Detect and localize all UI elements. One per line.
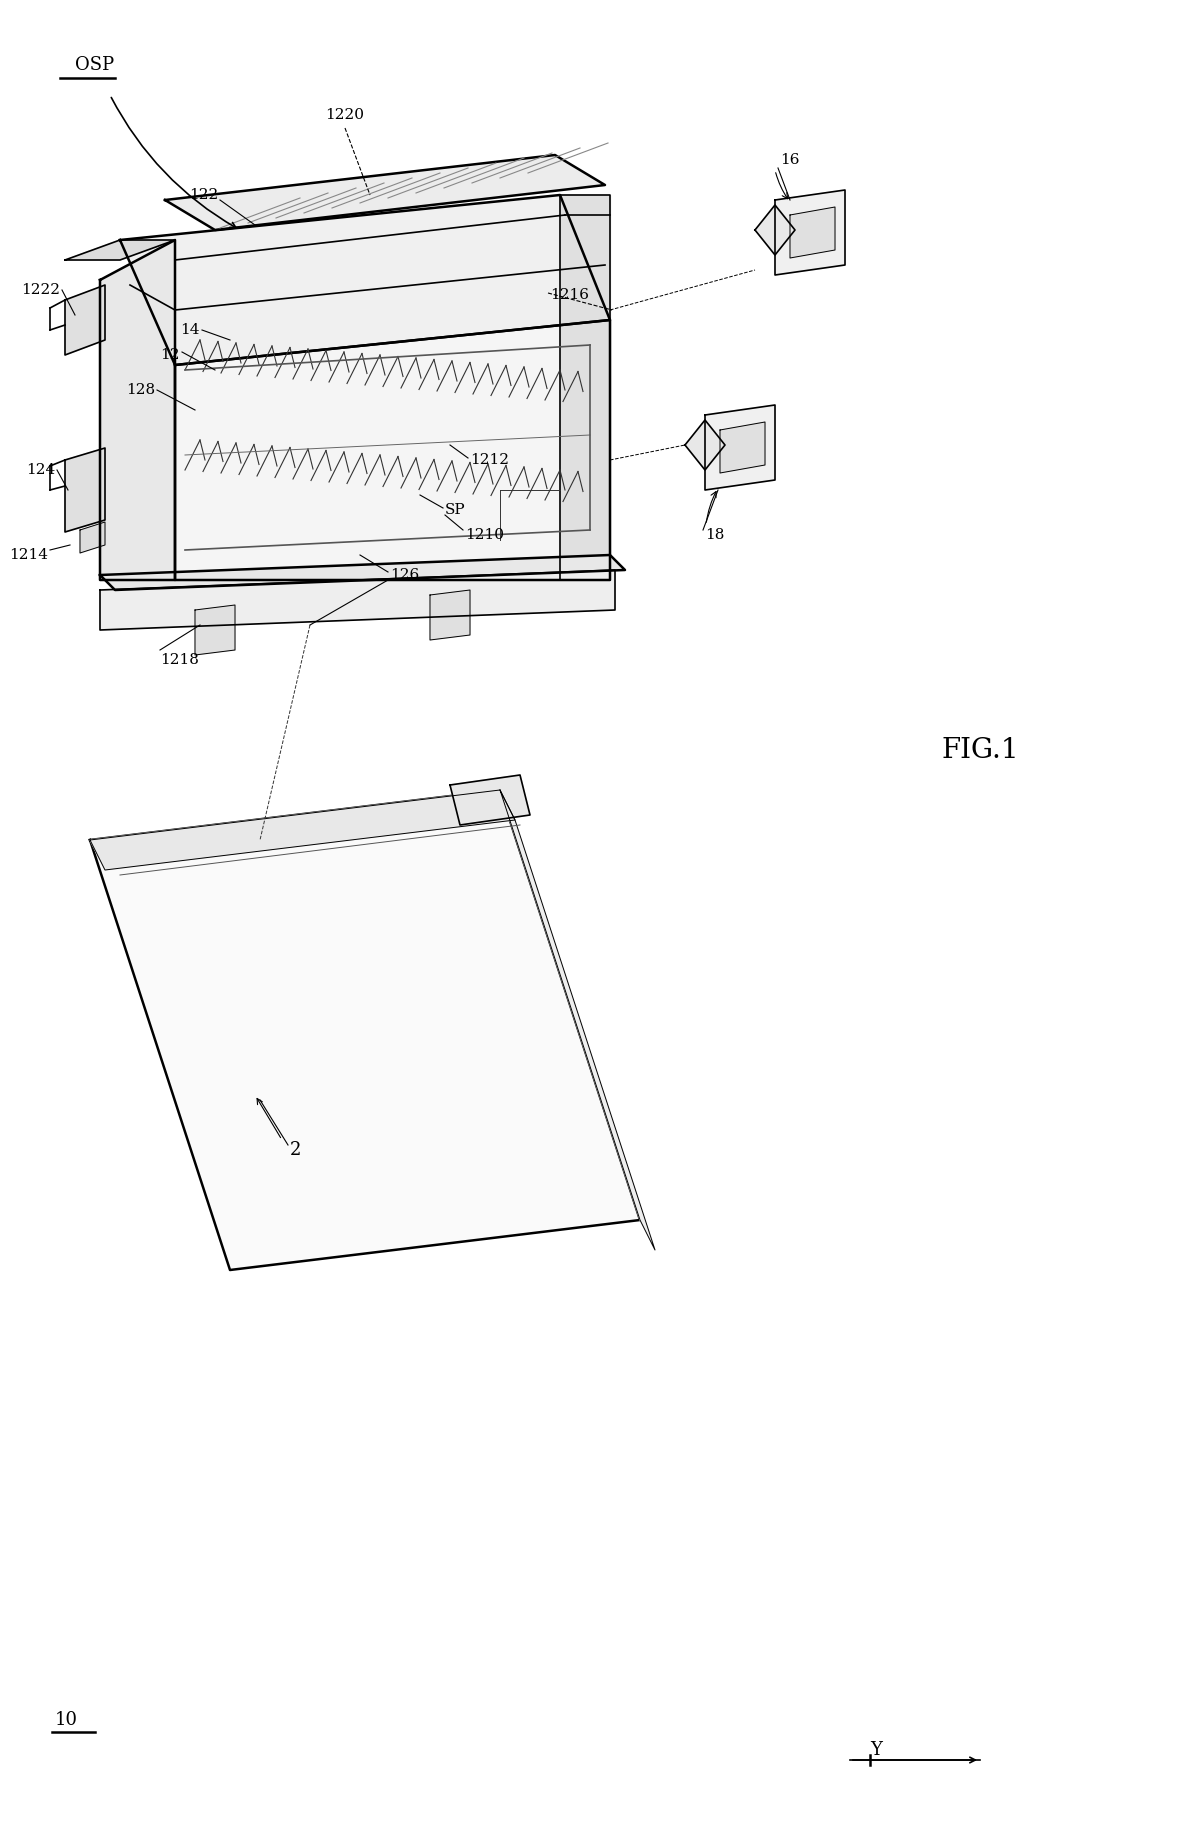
- Text: SP: SP: [445, 503, 466, 518]
- Text: 14: 14: [180, 322, 200, 337]
- Text: 128: 128: [126, 383, 155, 398]
- Text: 18: 18: [705, 529, 724, 542]
- Text: 1212: 1212: [470, 453, 509, 468]
- Polygon shape: [561, 195, 610, 580]
- Text: Y: Y: [870, 1741, 882, 1759]
- Text: 1216: 1216: [550, 287, 589, 302]
- Text: 1210: 1210: [466, 529, 504, 542]
- Polygon shape: [775, 190, 845, 274]
- Polygon shape: [195, 604, 235, 656]
- Text: 2: 2: [290, 1140, 302, 1159]
- Polygon shape: [65, 239, 174, 260]
- Text: 12: 12: [160, 348, 180, 363]
- Text: 16: 16: [780, 153, 800, 168]
- Text: OSP: OSP: [75, 55, 114, 74]
- Polygon shape: [721, 422, 765, 473]
- Text: 124: 124: [25, 462, 55, 477]
- Polygon shape: [450, 775, 531, 825]
- Polygon shape: [705, 405, 775, 490]
- Polygon shape: [174, 321, 610, 580]
- Polygon shape: [685, 420, 725, 470]
- Text: 122: 122: [189, 188, 218, 203]
- Polygon shape: [90, 790, 515, 869]
- Polygon shape: [165, 155, 605, 230]
- Polygon shape: [100, 239, 174, 580]
- Polygon shape: [429, 589, 470, 639]
- Polygon shape: [120, 195, 610, 365]
- Polygon shape: [100, 569, 615, 630]
- Text: 126: 126: [390, 567, 420, 582]
- Polygon shape: [500, 790, 654, 1251]
- Polygon shape: [755, 204, 795, 254]
- Polygon shape: [81, 521, 105, 553]
- Polygon shape: [100, 554, 626, 589]
- Text: 1222: 1222: [20, 284, 60, 297]
- Polygon shape: [65, 286, 105, 356]
- Text: FIG.1: FIG.1: [941, 737, 1019, 763]
- Text: 1214: 1214: [8, 549, 48, 562]
- Polygon shape: [65, 448, 105, 532]
- Text: 10: 10: [55, 1711, 78, 1730]
- Polygon shape: [90, 790, 640, 1269]
- Text: 1218: 1218: [160, 654, 198, 667]
- Text: 1220: 1220: [326, 109, 365, 122]
- Polygon shape: [790, 206, 835, 258]
